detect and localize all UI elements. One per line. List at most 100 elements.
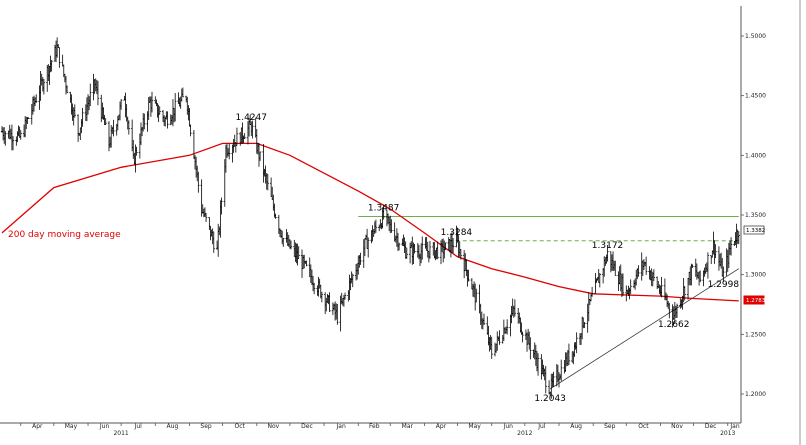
- price-bar: [50, 59, 53, 72]
- x-tick-label: Jan: [336, 423, 346, 430]
- y-tick-label: 1.2500: [745, 331, 766, 338]
- price-bar: [683, 286, 686, 301]
- price-bar: [150, 91, 154, 113]
- price-bar: [305, 260, 308, 267]
- price-bar: [173, 93, 177, 122]
- price-bar: [698, 270, 702, 283]
- y-tick-label: 1.5000: [745, 33, 766, 40]
- price-bar: [382, 204, 385, 220]
- last-price-tag: 1.3382: [743, 225, 765, 235]
- price-bar: [127, 120, 131, 135]
- price-bar: [490, 336, 493, 359]
- price-bar: [366, 237, 370, 258]
- price-bar: [243, 133, 246, 139]
- moving-average-legend: 200 day moving average: [8, 230, 121, 240]
- price-bar: [212, 231, 215, 253]
- moving-average-tag: 1.2783: [743, 295, 766, 305]
- price-bar: [467, 269, 470, 282]
- price-bar: [266, 173, 270, 191]
- x-tick-label: Aug: [167, 423, 179, 430]
- price-bar: [258, 151, 262, 161]
- x-tick-label: Sep: [604, 423, 616, 430]
- x-tick-label: Feb: [369, 423, 380, 430]
- price-bar: [320, 291, 324, 303]
- price-bar: [34, 94, 38, 103]
- price-bar: [181, 87, 185, 98]
- price-bar: [644, 256, 648, 275]
- year-labels: 2011 2012 2013: [113, 430, 735, 437]
- price-bar: [235, 127, 239, 146]
- price-bar: [104, 118, 107, 125]
- price-bar: [11, 136, 15, 151]
- price-bar: [421, 236, 424, 260]
- price-bar: [336, 303, 339, 325]
- x-tick-label: Jul: [537, 423, 546, 430]
- price-bar: [675, 303, 679, 319]
- x-tick-label: Jun: [99, 423, 110, 430]
- moving-average-box: [743, 295, 765, 305]
- price-bar: [228, 143, 231, 160]
- price-bar: [575, 332, 578, 354]
- price-annotations: 1.4247 1.3487 1.3284 1.3172 1.2998 1.2662 1.20…: [236, 113, 740, 404]
- x-tick-label: Oct: [638, 423, 649, 430]
- price-bar: [119, 99, 123, 110]
- x-tick-label: Dec: [301, 423, 313, 430]
- last-price-box: [743, 225, 765, 235]
- y-tick-label: 1.2000: [745, 391, 766, 398]
- x-tick-label: Nov: [267, 423, 279, 430]
- x-tick-label: Apr: [32, 423, 43, 430]
- annotation-label: 1.3487: [368, 204, 400, 214]
- price-bar: [374, 219, 378, 233]
- price-bar: [289, 240, 293, 250]
- y-tick-label: 1.3000: [745, 272, 766, 279]
- price-bar: [621, 273, 625, 296]
- price-bar: [312, 282, 316, 295]
- price-bar: [81, 107, 84, 127]
- price-bar: [359, 252, 362, 265]
- price-bar: [594, 273, 597, 294]
- price-bar: [96, 80, 100, 106]
- price-bar: [668, 302, 671, 319]
- price-bar: [691, 264, 694, 268]
- price-bar: [343, 292, 347, 300]
- price-bar: [567, 343, 571, 366]
- price-bar: [444, 242, 447, 251]
- price-bar: [27, 117, 30, 119]
- year-label: 2013: [720, 430, 735, 437]
- price-bar: [197, 171, 200, 193]
- price-bar: [536, 353, 540, 376]
- price-bar: [58, 47, 61, 68]
- price-bar: [475, 288, 478, 303]
- price-bar: [158, 106, 161, 115]
- price-bar: [282, 237, 285, 247]
- x-tick-label: Apr: [436, 423, 447, 430]
- x-tick-label: Nov: [671, 423, 683, 430]
- price-bar: [274, 213, 277, 219]
- price-bar: [544, 365, 547, 394]
- price-bar: [629, 279, 632, 295]
- x-tick-label: Mar: [402, 423, 414, 430]
- x-tick-label: May: [468, 423, 481, 430]
- price-bar: [204, 212, 208, 223]
- y-tick-label: 1.4000: [745, 152, 766, 159]
- price-bar: [73, 104, 76, 118]
- price-bar: [428, 240, 432, 259]
- x-tick-label: Sep: [200, 423, 212, 430]
- annotation-label: 1.3284: [441, 228, 473, 238]
- price-bar: [351, 273, 354, 288]
- price-bar: [251, 120, 254, 139]
- y-axis-ticks: 1.5000 1.4500 1.4000 1.3500 1.3000 1.2500 1.20…: [741, 33, 766, 398]
- price-bar: [42, 78, 46, 95]
- price-bar: [737, 231, 740, 245]
- price-bar: [19, 130, 22, 140]
- annotation-label: 1.2043: [534, 394, 566, 404]
- x-tick-label: Dec: [705, 423, 717, 430]
- price-bar: [405, 247, 408, 259]
- price-bar: [4, 131, 7, 146]
- price-bar: [459, 248, 463, 260]
- y-tick-label: 1.4500: [745, 93, 766, 100]
- price-bar: [498, 330, 501, 345]
- price-bar: [521, 331, 524, 343]
- price-bar: [390, 219, 393, 233]
